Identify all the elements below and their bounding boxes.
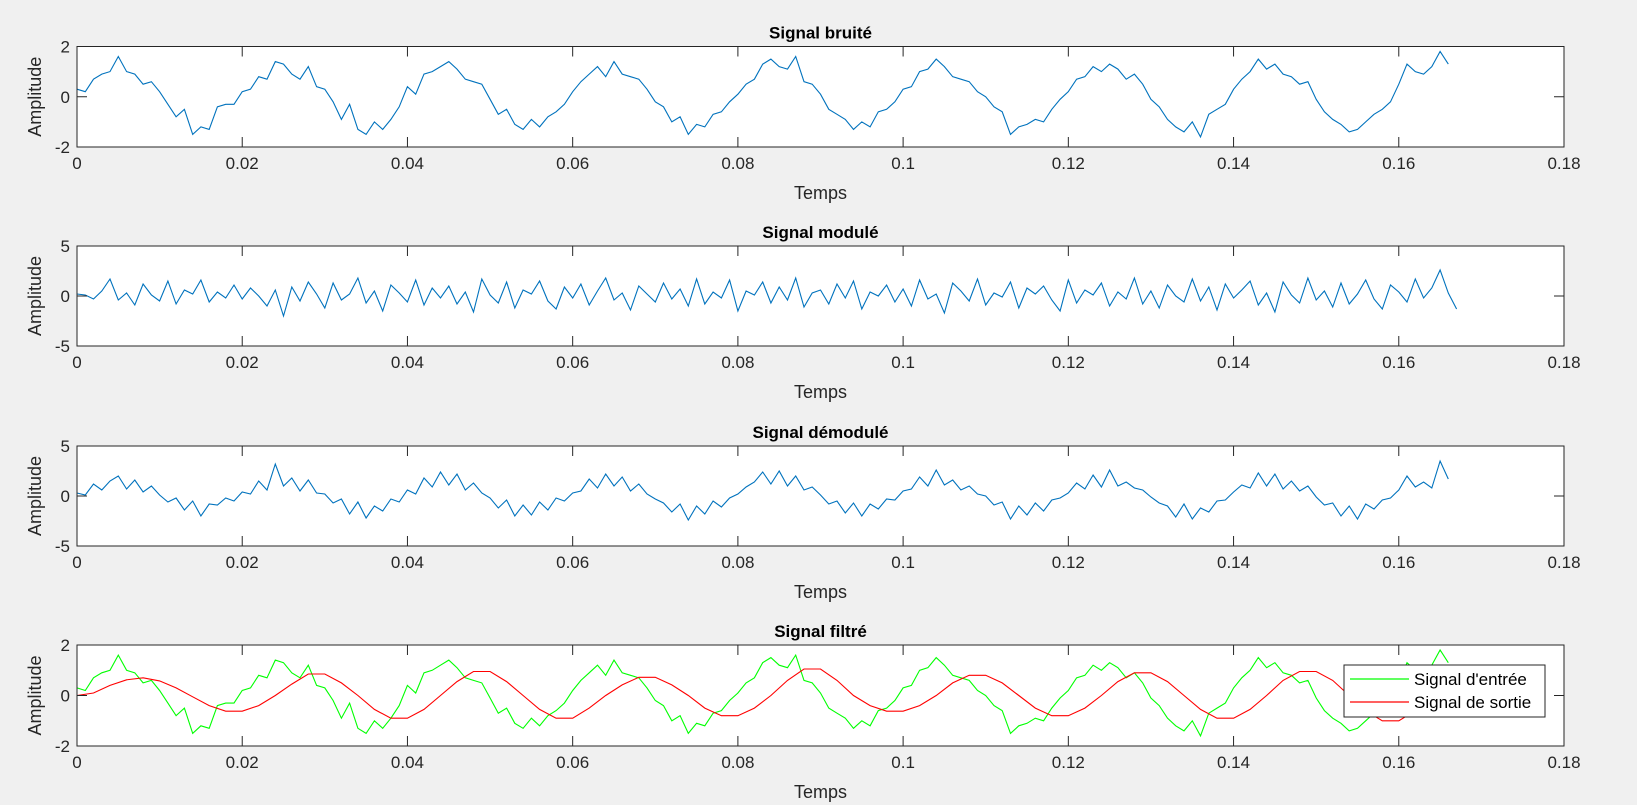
series-line-1	[76, 459, 1449, 522]
subplot-title: Signal bruité	[769, 24, 872, 43]
subplot-4: 0 0.02 0.04 0.06 0.08 0.1 0.12 0.14 0.16 0.18-202…	[25, 622, 1581, 802]
y-tick-label: -2	[55, 737, 70, 756]
y-tick-label: 0	[61, 88, 70, 107]
x-tick-label: 0.06	[556, 353, 589, 372]
legend-entry: Signal d'entrée	[1414, 670, 1527, 689]
subplot-3: 0 0.02 0.04 0.06 0.08 0.1 0.12 0.14 0.16 0.18-505…	[25, 423, 1581, 602]
series-line-1	[76, 268, 1458, 318]
x-tick-label: 0.06	[556, 154, 589, 173]
x-tick-label: 0.16	[1382, 553, 1415, 572]
y-axis-label: Amplitude	[25, 456, 45, 536]
x-tick-label: 0.08	[721, 753, 754, 772]
x-tick-label: 0	[72, 753, 81, 772]
x-axis-label: Temps	[794, 782, 847, 802]
y-tick-label: -5	[55, 537, 70, 556]
x-tick-label: 0.04	[391, 154, 424, 173]
x-tick-label: 0.1	[891, 353, 915, 372]
y-tick-label: 2	[61, 636, 70, 655]
y-tick-label: 0	[61, 287, 70, 306]
x-tick-label: 0.18	[1547, 154, 1580, 173]
plot-area	[77, 645, 1564, 746]
x-tick-label: 0.04	[391, 553, 424, 572]
y-tick-label: -5	[55, 337, 70, 356]
y-tick-label: 5	[61, 237, 70, 256]
x-tick-label: 0.06	[556, 753, 589, 772]
x-tick-label: 0.06	[556, 553, 589, 572]
subplot-2: 0 0.02 0.04 0.06 0.08 0.1 0.12 0.14 0.16 0.18-505…	[25, 223, 1581, 402]
y-tick-label: 2	[61, 38, 70, 57]
y-tick-label: -2	[55, 138, 70, 157]
y-axis-label: Amplitude	[25, 655, 45, 735]
x-axis-label: Temps	[794, 183, 847, 203]
x-tick-label: 0.18	[1547, 353, 1580, 372]
x-tick-label: 0.08	[721, 353, 754, 372]
x-tick-label: 0.08	[721, 553, 754, 572]
series-line-1	[76, 50, 1449, 139]
y-axis-label: Amplitude	[25, 256, 45, 336]
x-tick-label: 0.08	[721, 154, 754, 173]
x-tick-label: 0.12	[1052, 753, 1085, 772]
x-tick-label: 0.02	[226, 553, 259, 572]
x-tick-label: 0.1	[891, 553, 915, 572]
x-tick-label: 0	[72, 353, 81, 372]
legend-entry: Signal de sortie	[1414, 693, 1531, 712]
x-tick-label: 0.12	[1052, 553, 1085, 572]
series-line-signal-de-sortie	[76, 668, 1449, 722]
x-tick-label: 0.14	[1217, 753, 1250, 772]
x-tick-label: 0.12	[1052, 154, 1085, 173]
x-tick-label: 0.16	[1382, 154, 1415, 173]
x-tick-label: 0.18	[1547, 753, 1580, 772]
y-tick-label: 5	[61, 437, 70, 456]
x-tick-label: 0	[72, 553, 81, 572]
plot-area	[77, 46, 1564, 147]
x-tick-label: 0	[72, 154, 81, 173]
y-axis-label: Amplitude	[25, 57, 45, 137]
x-tick-label: 0.02	[226, 154, 259, 173]
x-tick-label: 0.14	[1217, 154, 1250, 173]
x-tick-label: 0.02	[226, 353, 259, 372]
x-tick-label: 0.02	[226, 753, 259, 772]
x-tick-label: 0.04	[391, 353, 424, 372]
x-axis-label: Temps	[794, 382, 847, 402]
plot-area	[77, 446, 1564, 546]
plot-area	[77, 246, 1564, 346]
x-tick-label: 0.1	[891, 154, 915, 173]
x-tick-label: 0.12	[1052, 353, 1085, 372]
legend: Signal d'entrée Signal de sortie	[1343, 664, 1546, 718]
x-axis-label: Temps	[794, 582, 847, 602]
legend-box	[1343, 664, 1546, 718]
x-tick-label: 0.16	[1382, 353, 1415, 372]
x-tick-label: 0.14	[1217, 553, 1250, 572]
x-tick-label: 0.18	[1547, 553, 1580, 572]
y-tick-label: 0	[61, 687, 70, 706]
x-tick-label: 0.14	[1217, 353, 1250, 372]
y-tick-label: 0	[61, 487, 70, 506]
x-tick-label: 0.04	[391, 753, 424, 772]
x-tick-label: 0.16	[1382, 753, 1415, 772]
x-tick-label: 0.1	[891, 753, 915, 772]
subplot-title: Signal filtré	[774, 622, 867, 641]
subplot-1: 0 0.02 0.04 0.06 0.08 0.1 0.12 0.14 0.16 0.18-202…	[25, 24, 1581, 204]
subplot-title: Signal démodulé	[752, 423, 888, 442]
subplot-title: Signal modulé	[762, 223, 878, 242]
series-line-signal-d-entr-e	[76, 648, 1449, 738]
